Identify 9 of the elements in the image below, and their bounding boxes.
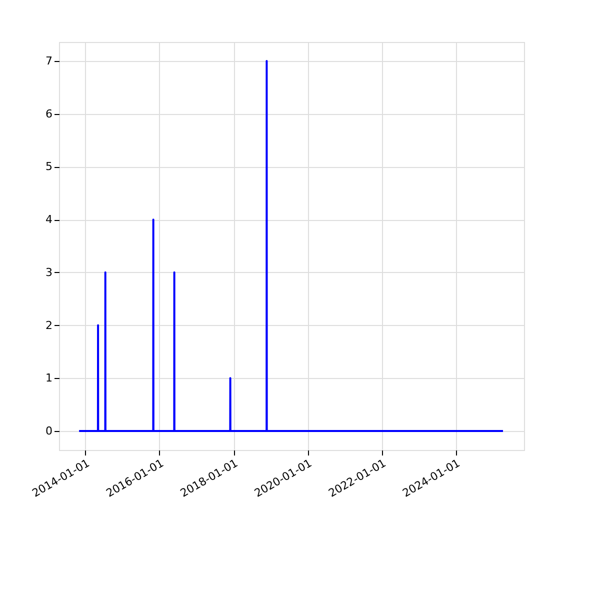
y-tick-label: 1 [46, 372, 52, 385]
y-tick-label: 6 [46, 107, 52, 120]
y-tick-label: 5 [46, 160, 52, 174]
y-tick-label: 7 [46, 54, 52, 68]
line-series [78, 60, 504, 432]
y-tick-label: 3 [46, 266, 52, 279]
y-tick-label: 2 [46, 318, 52, 332]
y-tick-label: 4 [46, 213, 52, 226]
y-tick-label: 0 [46, 424, 52, 438]
